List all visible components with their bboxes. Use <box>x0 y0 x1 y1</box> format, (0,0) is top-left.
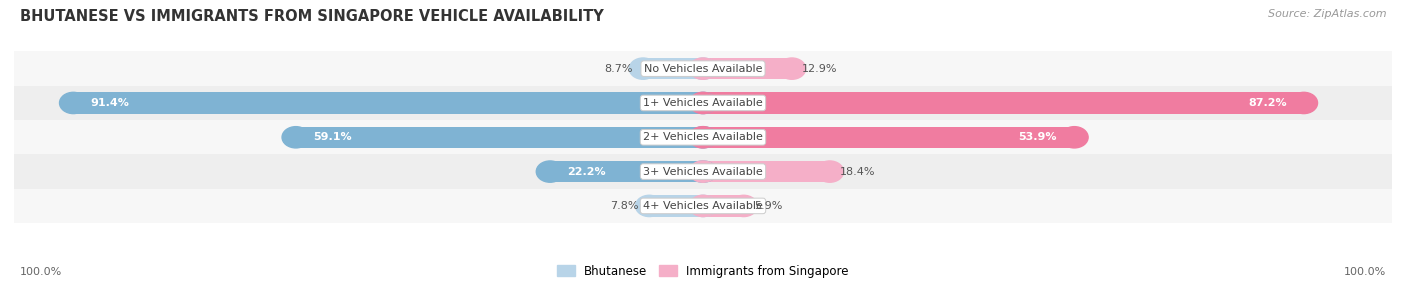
Bar <box>703 161 830 182</box>
Ellipse shape <box>636 195 664 217</box>
Text: 59.1%: 59.1% <box>314 132 352 142</box>
Text: Source: ZipAtlas.com: Source: ZipAtlas.com <box>1268 9 1386 19</box>
Text: 100.0%: 100.0% <box>20 267 62 277</box>
Ellipse shape <box>689 161 717 182</box>
Ellipse shape <box>1289 92 1317 114</box>
Bar <box>703 127 1074 148</box>
Ellipse shape <box>689 195 717 217</box>
Bar <box>14 120 1392 154</box>
Ellipse shape <box>1060 127 1088 148</box>
Text: 18.4%: 18.4% <box>841 167 876 176</box>
Legend: Bhutanese, Immigrants from Singapore: Bhutanese, Immigrants from Singapore <box>553 260 853 282</box>
Text: 22.2%: 22.2% <box>567 167 606 176</box>
Text: 7.8%: 7.8% <box>610 201 638 211</box>
Bar <box>550 161 703 182</box>
Ellipse shape <box>815 161 844 182</box>
Text: BHUTANESE VS IMMIGRANTS FROM SINGAPORE VEHICLE AVAILABILITY: BHUTANESE VS IMMIGRANTS FROM SINGAPORE V… <box>20 9 603 23</box>
Text: 91.4%: 91.4% <box>90 98 129 108</box>
Ellipse shape <box>536 161 564 182</box>
Text: 100.0%: 100.0% <box>1344 267 1386 277</box>
Bar <box>14 86 1392 120</box>
Ellipse shape <box>689 195 717 217</box>
Ellipse shape <box>689 58 717 79</box>
Text: 4+ Vehicles Available: 4+ Vehicles Available <box>643 201 763 211</box>
Bar <box>650 195 703 217</box>
Text: 53.9%: 53.9% <box>1018 132 1057 142</box>
Text: 3+ Vehicles Available: 3+ Vehicles Available <box>643 167 763 176</box>
Ellipse shape <box>778 58 806 79</box>
Text: 87.2%: 87.2% <box>1249 98 1286 108</box>
Text: 1+ Vehicles Available: 1+ Vehicles Available <box>643 98 763 108</box>
Bar <box>703 195 744 217</box>
Ellipse shape <box>689 127 717 148</box>
Bar <box>73 92 703 114</box>
Bar <box>643 58 703 79</box>
Ellipse shape <box>689 92 717 114</box>
Ellipse shape <box>283 127 309 148</box>
Bar <box>14 51 1392 86</box>
Ellipse shape <box>689 58 717 79</box>
Text: 5.9%: 5.9% <box>754 201 782 211</box>
Ellipse shape <box>730 195 758 217</box>
Text: 12.9%: 12.9% <box>803 64 838 74</box>
Text: 8.7%: 8.7% <box>605 64 633 74</box>
Bar <box>14 154 1392 189</box>
Text: 2+ Vehicles Available: 2+ Vehicles Available <box>643 132 763 142</box>
Bar <box>14 189 1392 223</box>
Bar <box>703 58 792 79</box>
Ellipse shape <box>689 92 717 114</box>
Ellipse shape <box>630 58 657 79</box>
Bar <box>295 127 703 148</box>
Ellipse shape <box>689 127 717 148</box>
Ellipse shape <box>689 161 717 182</box>
Ellipse shape <box>59 92 87 114</box>
Text: No Vehicles Available: No Vehicles Available <box>644 64 762 74</box>
Bar <box>703 92 1303 114</box>
